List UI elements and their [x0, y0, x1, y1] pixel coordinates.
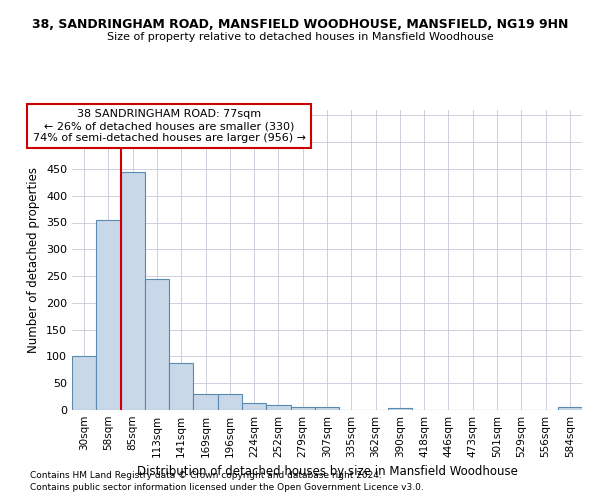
Text: Size of property relative to detached houses in Mansfield Woodhouse: Size of property relative to detached ho…: [107, 32, 493, 42]
Bar: [193, 394, 218, 410]
Bar: [169, 364, 193, 410]
Y-axis label: Number of detached properties: Number of detached properties: [28, 167, 40, 353]
Bar: [266, 405, 290, 410]
Text: 38 SANDRINGHAM ROAD: 77sqm
← 26% of detached houses are smaller (330)
74% of sem: 38 SANDRINGHAM ROAD: 77sqm ← 26% of deta…: [32, 110, 305, 142]
Bar: [290, 407, 315, 410]
Bar: [96, 220, 121, 410]
X-axis label: Distribution of detached houses by size in Mansfield Woodhouse: Distribution of detached houses by size …: [137, 466, 517, 478]
Bar: [558, 408, 582, 410]
Bar: [315, 408, 339, 410]
Text: Contains HM Land Registry data © Crown copyright and database right 2024.: Contains HM Land Registry data © Crown c…: [30, 471, 382, 480]
Bar: [72, 356, 96, 410]
Bar: [121, 172, 145, 410]
Bar: [218, 394, 242, 410]
Bar: [145, 279, 169, 410]
Bar: [388, 408, 412, 410]
Text: 38, SANDRINGHAM ROAD, MANSFIELD WOODHOUSE, MANSFIELD, NG19 9HN: 38, SANDRINGHAM ROAD, MANSFIELD WOODHOUS…: [32, 18, 568, 30]
Bar: [242, 402, 266, 410]
Text: Contains public sector information licensed under the Open Government Licence v3: Contains public sector information licen…: [30, 484, 424, 492]
